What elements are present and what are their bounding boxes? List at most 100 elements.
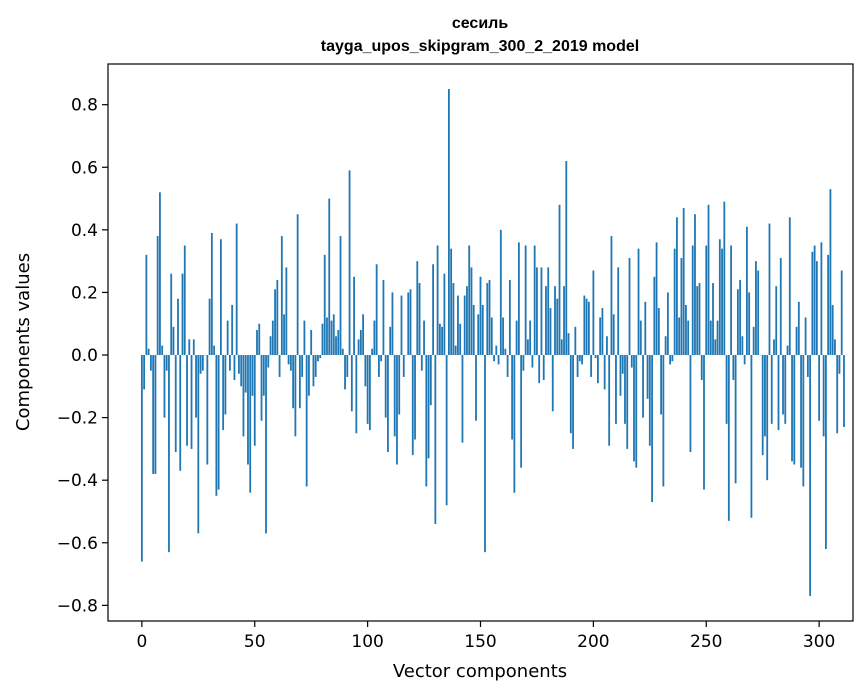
bar-210: [615, 355, 617, 424]
bar-3: [147, 348, 150, 356]
bar-1: [143, 355, 146, 390]
bar-299: [815, 261, 818, 356]
bar-242: [687, 320, 690, 356]
bar-160: [502, 317, 504, 356]
bar-125: [423, 320, 425, 356]
bar-302: [822, 355, 825, 437]
bar-81: [323, 254, 326, 356]
bar-155: [490, 317, 493, 356]
bar-101: [368, 355, 371, 431]
bar-136: [447, 89, 450, 356]
bar-132: [438, 323, 441, 356]
bar-205: [603, 355, 606, 390]
bar-46: [244, 355, 247, 393]
bar-238: [678, 317, 681, 356]
bar-244: [691, 245, 694, 356]
bar-120: [411, 355, 414, 456]
bar-250: [705, 245, 708, 356]
bar-131: [436, 245, 439, 356]
bar-60: [276, 279, 279, 356]
bar-35: [219, 239, 222, 356]
bar-90: [344, 355, 346, 390]
y-tick-label-6: 0.4: [71, 221, 98, 241]
bar-223: [644, 301, 647, 356]
bar-31: [210, 232, 213, 356]
bar-204: [601, 308, 604, 356]
bar-119: [409, 289, 412, 356]
bar-278: [768, 223, 771, 356]
bar-17: [179, 355, 182, 471]
bar-103: [373, 320, 376, 356]
bar-174: [533, 245, 536, 356]
bar-275: [761, 355, 764, 456]
bar-165: [513, 355, 516, 493]
bar-286: [786, 345, 789, 356]
bar-243: [689, 355, 692, 453]
bar-310: [840, 270, 843, 356]
bar-226: [651, 355, 653, 503]
bar-279: [770, 355, 773, 424]
bar-63: [283, 314, 285, 356]
bar-88: [339, 236, 342, 356]
bar-75: [310, 329, 313, 356]
bar-233: [666, 292, 669, 356]
bar-0: [140, 355, 143, 562]
x-tick-label-1: 50: [244, 632, 266, 652]
bar-247: [698, 283, 701, 356]
bar-144: [466, 286, 468, 356]
bar-189: [567, 333, 570, 356]
bar-228: [655, 242, 658, 356]
bar-130: [434, 355, 437, 524]
bar-96: [357, 339, 360, 356]
bar-201: [594, 355, 597, 359]
bar-285: [784, 355, 787, 424]
bar-277: [766, 355, 769, 481]
bar-24: [195, 355, 197, 418]
bar-180: [547, 267, 550, 356]
bar-297: [811, 251, 814, 356]
bar-73: [305, 355, 308, 487]
bar-227: [653, 276, 656, 356]
bar-241: [685, 304, 687, 356]
bar-77: [314, 355, 317, 377]
bar-265: [739, 279, 742, 356]
bar-257: [721, 248, 723, 356]
bar-181: [549, 308, 552, 356]
bar-296: [809, 355, 812, 596]
bar-152: [484, 355, 486, 553]
bar-148: [475, 355, 477, 421]
bar-138: [452, 283, 455, 356]
bar-202: [596, 355, 599, 384]
bar-194: [578, 355, 581, 362]
bar-271: [752, 326, 755, 356]
bar-29: [206, 355, 209, 465]
bars-group: [140, 89, 845, 596]
bar-57: [269, 336, 272, 356]
bar-6: [154, 355, 157, 474]
bar-186: [560, 339, 563, 356]
bar-156: [493, 355, 495, 362]
bar-276: [764, 355, 766, 437]
y-axis-label: Components values: [13, 253, 34, 431]
bar-95: [355, 355, 358, 434]
bar-20: [186, 355, 188, 446]
bar-8: [159, 192, 161, 356]
bar-263: [734, 355, 737, 484]
bar-74: [308, 355, 310, 396]
bar-307: [834, 339, 836, 356]
bar-2: [145, 254, 148, 356]
bar-304: [827, 254, 830, 356]
bar-78: [317, 355, 319, 362]
bar-55: [265, 355, 267, 534]
bar-76: [312, 355, 315, 387]
bar-126: [425, 355, 428, 487]
bar-284: [782, 355, 784, 415]
bar-94: [353, 276, 355, 356]
bar-309: [838, 355, 841, 374]
bar-19: [183, 245, 186, 356]
bar-182: [551, 355, 554, 412]
bar-54: [262, 355, 265, 396]
bar-198: [587, 301, 590, 356]
bar-235: [671, 355, 674, 362]
x-tick-label-3: 150: [464, 632, 496, 652]
